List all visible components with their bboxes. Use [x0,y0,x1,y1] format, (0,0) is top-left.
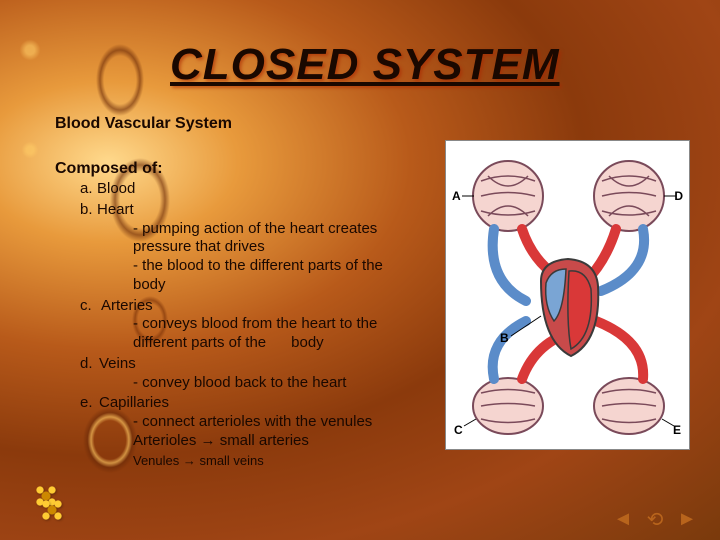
item-name: Blood [97,180,135,199]
diagram-label-e: E [673,423,681,437]
small-note: Venules → small veins [55,453,415,469]
nav-controls: ◄ ⟲ ► [610,508,700,530]
composed-label: Composed of: [55,160,163,178]
item-a: a.Blood [55,180,415,199]
diagram-label-c: C [454,423,463,437]
circulatory-diagram: A D B C E [445,140,690,450]
item-desc: - conveys blood from the heart to the di… [55,315,415,353]
item-desc: - connect arterioles with the venules [55,413,415,432]
nav-back-button[interactable]: ◄ [610,508,636,530]
item-name: Veins [97,355,136,374]
item-letter: a. [55,180,97,199]
item-desc: - the blood to the different parts of th… [55,257,415,295]
item-name: Arteries [97,297,153,316]
diagram-svg [446,141,691,451]
item-e: e.Capillaries - connect arterioles with … [55,394,415,450]
nav-forward-button[interactable]: ► [674,508,700,530]
diagram-label-a: A [452,189,461,203]
nav-home-button[interactable]: ⟲ [642,508,668,530]
subtitle: Blood Vascular System [55,115,232,133]
item-name: Heart [97,201,134,220]
flower-icon [36,494,76,534]
page-title: CLOSED SYSTEM [170,40,560,90]
item-letter: e. [55,394,97,413]
item-desc: - pumping action of the heart creates pr… [55,220,415,258]
item-letter: b. [55,201,97,220]
item-letter: c. [55,297,97,316]
diagram-label-b: B [500,331,509,345]
diagram-label-d: D [674,189,683,203]
item-b: b.Heart - pumping action of the heart cr… [55,201,415,295]
item-letter: d. [55,355,97,374]
item-desc: - convey blood back to the heart [55,374,415,393]
item-d: d.Veins - convey blood back to the heart [55,355,415,393]
item-list: a.Blood b.Heart - pumping action of the … [55,180,415,469]
item-desc: Arterioles → small arteries [55,432,415,451]
item-c: c.Arteries - conveys blood from the hear… [55,297,415,353]
item-name: Capillaries [97,394,169,413]
